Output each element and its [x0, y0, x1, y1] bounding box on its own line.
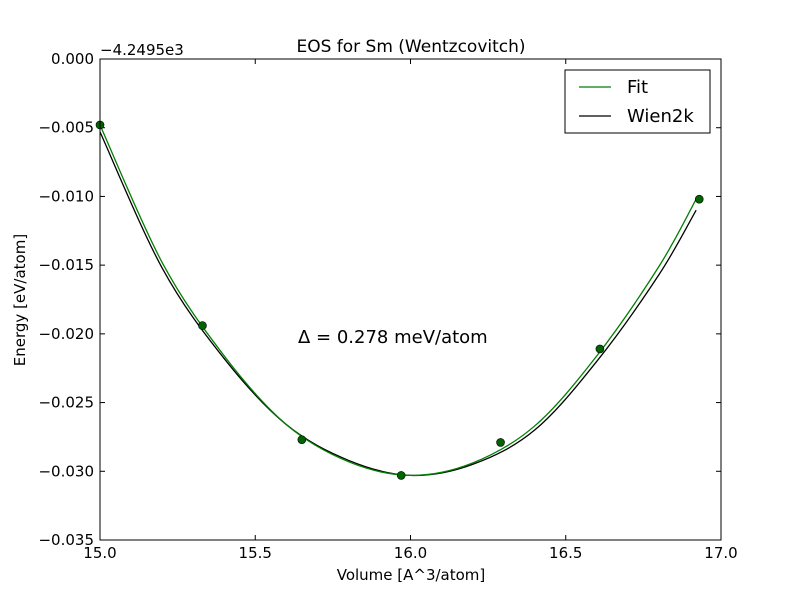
series-line-wien2k — [99, 131, 697, 477]
chart-title: EOS for Sm (Wentzcovitch) — [296, 37, 525, 57]
y-tick-label: −0.010 — [38, 187, 94, 205]
x-axis-label: Volume [A^3/atom] — [337, 566, 486, 584]
y-tick-label: −0.025 — [38, 394, 94, 412]
data-point — [297, 435, 307, 444]
y-tick-label: −0.020 — [38, 325, 94, 343]
y-tick-label: −0.030 — [38, 462, 94, 480]
y-tick-label: −0.015 — [38, 256, 94, 274]
y-tick-label: −0.035 — [38, 531, 94, 549]
data-point — [694, 194, 704, 204]
x-tick-label: 16.5 — [549, 544, 582, 562]
delta-annotation: Δ = 0.278 meV/atom — [298, 327, 488, 348]
y-axis-label: Energy [eV/atom] — [11, 234, 29, 366]
y-tick-label: 0.000 — [51, 50, 94, 68]
data-point — [595, 344, 605, 354]
plot-points — [95, 120, 704, 480]
legend: Fit Wien2k — [564, 69, 711, 134]
data-point — [396, 471, 406, 480]
plot-lines — [99, 124, 697, 477]
y-tick-label: −0.005 — [38, 119, 94, 137]
data-point — [198, 321, 207, 330]
legend-label-fit: Fit — [627, 77, 648, 98]
data-point — [496, 438, 505, 447]
series-line-fit — [99, 124, 697, 477]
y-offset-label: −4.2495e3 — [100, 41, 184, 59]
x-tick-label: 15.0 — [83, 544, 116, 562]
legend-box — [564, 69, 711, 134]
legend-label-wien2k: Wien2k — [627, 106, 694, 127]
plot-frame — [99, 58, 722, 541]
x-tick-label: 16.0 — [394, 544, 427, 562]
x-tick-label: 17.0 — [704, 544, 737, 562]
axes-ticks: 15.0 15.5 16.0 16.5 17.0 0.000 −0.005 −0.010 −0.… — [38, 50, 737, 562]
x-tick-label: 15.5 — [239, 544, 272, 562]
